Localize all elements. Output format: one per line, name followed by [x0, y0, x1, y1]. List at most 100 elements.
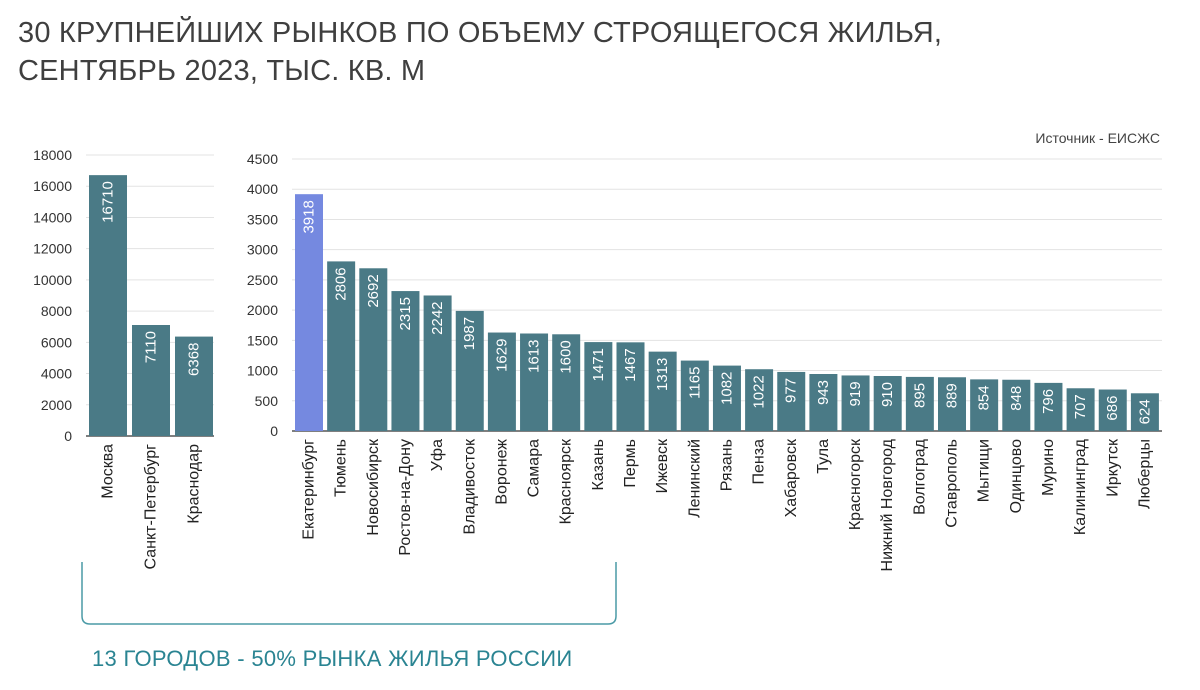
data-label: 16710: [100, 181, 117, 223]
y-tick-label: 3500: [247, 211, 278, 227]
data-label: 6368: [186, 343, 203, 376]
x-tick-label: Пенза: [751, 439, 768, 485]
x-tick-label: Санкт-Петербург: [143, 444, 160, 570]
data-label: 895: [911, 383, 928, 408]
bar: [873, 375, 902, 431]
x-tick-label: Красноярск: [558, 438, 575, 524]
bar: [1034, 382, 1063, 431]
bar: [1002, 379, 1031, 431]
bar: [132, 325, 170, 436]
data-label: 2692: [365, 274, 382, 307]
x-tick-label: Екатеринбург: [301, 439, 318, 540]
y-tick-label: 8000: [41, 303, 72, 319]
x-tick-label: Люберцы: [1136, 439, 1153, 509]
y-tick-label: 18000: [33, 147, 72, 163]
data-label: 1987: [461, 317, 478, 350]
data-label: 854: [976, 385, 993, 410]
group-bracket: [81, 562, 617, 625]
y-tick-label: 2000: [41, 397, 72, 413]
x-tick-label: Ленинский: [686, 439, 703, 518]
bar: [777, 371, 806, 431]
x-tick-label: Ростов-на-Дону: [397, 439, 414, 556]
x-tick-label: Самара: [526, 439, 543, 497]
data-label: 1629: [493, 339, 510, 372]
bar: [1130, 393, 1159, 431]
y-tick-label: 12000: [33, 241, 72, 257]
x-tick-label: Одинцово: [1008, 439, 1025, 513]
bar: [423, 295, 452, 431]
x-tick-label: Мурино: [1040, 439, 1057, 496]
chart-title-line-1: 30 КРУПНЕЙШИХ РЫНКОВ ПО ОБЪЕМУ СТРОЯЩЕГО…: [18, 17, 943, 49]
x-tick-label: Владивосток: [461, 438, 478, 534]
bar: [680, 360, 709, 431]
x-tick-label: Воронеж: [493, 439, 510, 505]
chart-title-line-2: СЕНТЯБРЬ 2023, ТЫС. КВ. М: [18, 55, 426, 87]
bar: [520, 333, 549, 431]
y-tick-label: 10000: [33, 272, 72, 288]
y-tick-label: 4500: [247, 151, 278, 167]
data-label: 1313: [654, 358, 671, 391]
bar: [616, 342, 645, 431]
y-tick-label: 3000: [247, 242, 278, 258]
y-tick-label: 1500: [247, 332, 278, 348]
bar: [648, 351, 677, 431]
bar: [745, 369, 774, 431]
data-label: 943: [815, 380, 832, 405]
bracket-note: 13 ГОРОДОВ - 50% РЫНКА ЖИЛЬЯ РОССИИ: [92, 646, 573, 671]
data-label: 3918: [301, 200, 318, 233]
y-tick-label: 14000: [33, 209, 72, 225]
bar: [175, 336, 213, 436]
x-tick-label: Волгоград: [911, 438, 928, 515]
x-tick-label: Уфа: [429, 439, 446, 471]
bar: [359, 268, 388, 431]
x-tick-label: Ставрополь: [944, 439, 961, 528]
bar: [584, 342, 613, 431]
data-label: 1082: [718, 372, 735, 405]
bar: [970, 379, 999, 431]
y-tick-label: 500: [255, 393, 279, 409]
data-label: 2242: [429, 301, 446, 334]
source-label: Источник - ЕИСЖС: [1035, 130, 1160, 146]
bar: [89, 175, 127, 436]
data-label: 848: [1008, 386, 1025, 411]
x-tick-label: Краснодар: [186, 444, 203, 524]
x-tick-label: Пермь: [622, 439, 639, 488]
bar: [1066, 388, 1095, 431]
bar: [552, 334, 581, 431]
data-label: 1613: [526, 340, 543, 373]
x-tick-label: Москва: [100, 444, 117, 499]
bar: [327, 261, 356, 431]
data-label: 2315: [397, 297, 414, 330]
bar: [938, 377, 966, 431]
y-tick-label: 6000: [41, 334, 72, 350]
y-tick-label: 16000: [33, 178, 72, 194]
y-tick-label: 0: [64, 428, 72, 444]
x-tick-label: Новосибирск: [365, 438, 382, 536]
x-tick-label: Калининград: [1072, 438, 1089, 535]
data-label: 1600: [558, 340, 575, 373]
x-tick-label: Ижевск: [654, 438, 671, 493]
bar: [905, 376, 934, 431]
y-tick-label: 2000: [247, 302, 278, 318]
data-label: 889: [944, 383, 961, 408]
data-label: 1471: [590, 348, 607, 381]
x-tick-label: Мытищи: [976, 439, 993, 502]
y-tick-label: 4000: [247, 181, 278, 197]
data-label: 686: [1104, 396, 1121, 421]
data-label: 919: [847, 381, 864, 406]
x-tick-label: Хабаровск: [783, 438, 800, 517]
x-tick-label: Нижний Новгород: [879, 438, 896, 571]
chart-title: 30 КРУПНЕЙШИХ РЫНКОВ ПО ОБЪЕМУ СТРОЯЩЕГО…: [18, 14, 1018, 90]
x-tick-label: Тула: [815, 439, 832, 474]
bar: [391, 291, 420, 431]
y-tick-label: 0: [270, 423, 278, 439]
y-tick-label: 4000: [41, 366, 72, 382]
x-tick-label: Иркутск: [1104, 438, 1121, 497]
bar: [455, 310, 484, 431]
data-label: 624: [1136, 399, 1153, 424]
data-label: 7110: [143, 331, 160, 363]
data-label: 1165: [686, 367, 703, 399]
bar: [712, 365, 741, 431]
x-tick-label: Казань: [590, 439, 607, 490]
